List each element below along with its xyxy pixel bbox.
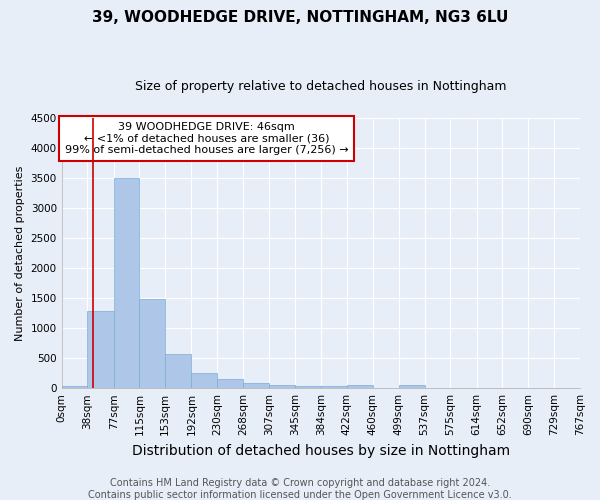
Bar <box>295 386 321 388</box>
Title: Size of property relative to detached houses in Nottingham: Size of property relative to detached ho… <box>135 80 506 93</box>
Text: 39, WOODHEDGE DRIVE, NOTTINGHAM, NG3 6LU: 39, WOODHEDGE DRIVE, NOTTINGHAM, NG3 6LU <box>92 10 508 25</box>
Bar <box>243 383 269 388</box>
Bar <box>165 354 191 388</box>
Bar <box>269 384 295 388</box>
Bar <box>88 312 114 388</box>
Bar <box>114 178 139 388</box>
Bar <box>399 386 425 388</box>
Bar <box>139 299 165 388</box>
Bar <box>321 386 347 388</box>
Text: Contains HM Land Registry data © Crown copyright and database right 2024.
Contai: Contains HM Land Registry data © Crown c… <box>88 478 512 500</box>
Bar <box>191 372 217 388</box>
Bar <box>62 386 88 388</box>
X-axis label: Distribution of detached houses by size in Nottingham: Distribution of detached houses by size … <box>132 444 510 458</box>
Bar <box>347 385 373 388</box>
Text: 39 WOODHEDGE DRIVE: 46sqm
← <1% of detached houses are smaller (36)
99% of semi-: 39 WOODHEDGE DRIVE: 46sqm ← <1% of detac… <box>65 122 349 155</box>
Y-axis label: Number of detached properties: Number of detached properties <box>15 166 25 340</box>
Bar <box>217 379 243 388</box>
